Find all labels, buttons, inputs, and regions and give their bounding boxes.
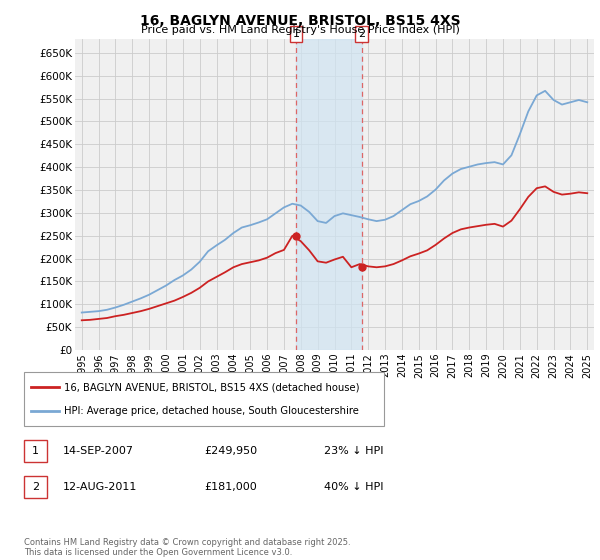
Text: Contains HM Land Registry data © Crown copyright and database right 2025.
This d: Contains HM Land Registry data © Crown c…	[24, 538, 350, 557]
Text: 14-SEP-2007: 14-SEP-2007	[63, 446, 134, 456]
Text: 23% ↓ HPI: 23% ↓ HPI	[324, 446, 383, 456]
Text: 2: 2	[358, 29, 365, 39]
Text: 12-AUG-2011: 12-AUG-2011	[63, 482, 137, 492]
Text: 1: 1	[292, 29, 299, 39]
Text: Price paid vs. HM Land Registry's House Price Index (HPI): Price paid vs. HM Land Registry's House …	[140, 25, 460, 35]
Text: 1: 1	[32, 446, 39, 456]
Text: 2: 2	[32, 482, 39, 492]
Text: £181,000: £181,000	[204, 482, 257, 492]
Bar	[296, 39, 362, 350]
Text: 40% ↓ HPI: 40% ↓ HPI	[324, 482, 383, 492]
Text: £249,950: £249,950	[204, 446, 257, 456]
Text: 16, BAGLYN AVENUE, BRISTOL, BS15 4XS (detached house): 16, BAGLYN AVENUE, BRISTOL, BS15 4XS (de…	[64, 382, 359, 393]
Text: 16, BAGLYN AVENUE, BRISTOL, BS15 4XS: 16, BAGLYN AVENUE, BRISTOL, BS15 4XS	[140, 14, 460, 28]
Text: HPI: Average price, detached house, South Gloucestershire: HPI: Average price, detached house, Sout…	[64, 405, 358, 416]
